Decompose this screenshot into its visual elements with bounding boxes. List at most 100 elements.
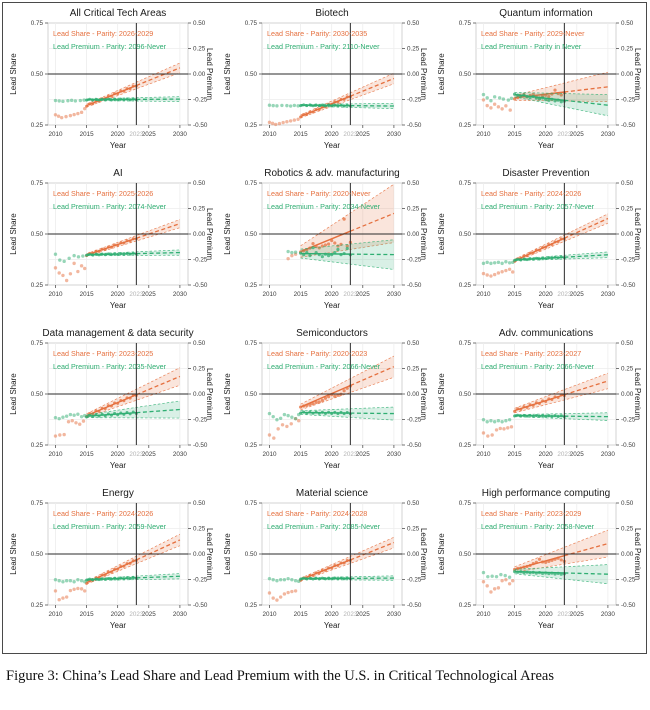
svg-text:0.75: 0.75 xyxy=(31,500,44,507)
svg-text:2030: 2030 xyxy=(173,451,188,458)
subplot-6: Data management & data security Lead Shar… xyxy=(2,325,216,485)
svg-text:0.75: 0.75 xyxy=(459,340,472,347)
svg-text:0.50: 0.50 xyxy=(459,71,472,78)
svg-text:2015: 2015 xyxy=(80,611,95,618)
subplot-9: Energy Lead Share - Parity: 2024-2026 Lead… xyxy=(2,485,216,645)
svg-text:-0.50: -0.50 xyxy=(193,122,208,129)
left-axis-label: Lead Share xyxy=(9,53,18,95)
x-axis-label: Year xyxy=(538,301,555,310)
subplot-8-chart: Adv. communications Lead Share - Parity: … xyxy=(437,328,642,470)
svg-text:0.25: 0.25 xyxy=(459,442,472,449)
lead-share-series-forecast-line xyxy=(350,212,395,232)
right-axis-label: Lead Premium xyxy=(419,528,428,580)
svg-text:0.50: 0.50 xyxy=(193,500,206,507)
lead-premium-series-forecast-line xyxy=(136,251,180,255)
svg-text:2025: 2025 xyxy=(142,291,157,298)
svg-text:0.00: 0.00 xyxy=(621,391,634,398)
x-axis-label: Year xyxy=(324,141,341,150)
svg-text:0.00: 0.00 xyxy=(193,551,206,558)
svg-text:-0.50: -0.50 xyxy=(407,442,422,449)
subplot-title: Adv. communications xyxy=(499,328,593,339)
ref-year-tick: 2023 xyxy=(129,451,144,458)
lead-share-series-band xyxy=(514,72,608,102)
svg-text:0.25: 0.25 xyxy=(193,526,206,533)
svg-text:0.25: 0.25 xyxy=(459,122,472,129)
subplot-7: Semiconductors Lead Share - Parity: 2020-… xyxy=(216,325,430,485)
svg-text:0.50: 0.50 xyxy=(193,180,206,187)
share-parity-label: Lead Share - Parity: 2023-2029 xyxy=(481,509,581,518)
svg-text:2020: 2020 xyxy=(325,291,340,298)
lead-share-series-band xyxy=(86,367,180,418)
svg-text:-0.25: -0.25 xyxy=(621,97,636,104)
subplot-title: Data management & data security xyxy=(42,328,193,339)
svg-text:0.25: 0.25 xyxy=(193,46,206,53)
lead-premium-series-forecast-line xyxy=(136,575,180,579)
svg-text:2010: 2010 xyxy=(262,451,277,458)
svg-text:0.00: 0.00 xyxy=(407,391,420,398)
share-parity-label: Lead Share - Parity: 2030-2035 xyxy=(267,29,367,38)
subplot-2-chart: Quantum information Lead Share - Parity: … xyxy=(437,8,642,150)
lead-share-series-forecast-line xyxy=(564,380,609,396)
svg-text:2025: 2025 xyxy=(356,611,371,618)
svg-text:2010: 2010 xyxy=(262,291,277,298)
left-axis-label: Lead Share xyxy=(437,213,446,255)
left-axis-label: Lead Share xyxy=(223,53,232,95)
premium-parity-label: Lead Premium - Parity: 2058-Never xyxy=(481,522,595,531)
premium-parity-label: Lead Premium - Parity: 2074-Never xyxy=(53,202,167,211)
x-axis-label: Year xyxy=(538,461,555,470)
svg-text:0.25: 0.25 xyxy=(621,366,634,373)
svg-text:0.25: 0.25 xyxy=(459,282,472,289)
svg-text:0.75: 0.75 xyxy=(245,340,258,347)
ref-year-tick: 2023 xyxy=(343,291,358,298)
lead-premium-series-forecast-line xyxy=(564,254,608,258)
premium-parity-label: Lead Premium - Parity: 2034-Never xyxy=(267,202,381,211)
svg-text:2030: 2030 xyxy=(601,131,616,138)
subplot-1-chart: Biotech Lead Share - Parity: 2030-2035 Lea… xyxy=(223,8,428,150)
lead-share-series xyxy=(267,536,395,602)
subplot-6-chart: Data management & data security Lead Shar… xyxy=(9,328,214,470)
svg-text:2015: 2015 xyxy=(80,291,95,298)
svg-text:0.25: 0.25 xyxy=(459,602,472,609)
svg-text:0.75: 0.75 xyxy=(31,20,44,27)
lead-share-series-band xyxy=(514,530,608,573)
share-parity-label: Lead Share - Parity: 2023-2027 xyxy=(481,349,581,358)
svg-text:2030: 2030 xyxy=(387,291,402,298)
svg-text:2015: 2015 xyxy=(80,451,95,458)
svg-text:2015: 2015 xyxy=(294,291,309,298)
svg-text:2015: 2015 xyxy=(508,451,523,458)
svg-text:2020: 2020 xyxy=(539,611,554,618)
svg-text:-0.25: -0.25 xyxy=(407,257,422,264)
svg-text:0.25: 0.25 xyxy=(31,442,44,449)
lead-share-series-forecast-line xyxy=(136,67,181,87)
svg-text:0.50: 0.50 xyxy=(407,500,420,507)
lead-share-series xyxy=(267,355,395,440)
svg-text:2030: 2030 xyxy=(173,291,188,298)
svg-text:2025: 2025 xyxy=(570,131,585,138)
svg-text:2020: 2020 xyxy=(539,131,554,138)
svg-text:2020: 2020 xyxy=(325,451,340,458)
svg-text:0.50: 0.50 xyxy=(459,551,472,558)
subplot-title: AI xyxy=(113,168,122,179)
svg-text:0.50: 0.50 xyxy=(407,20,420,27)
ref-year-tick: 2023 xyxy=(129,291,144,298)
svg-text:0.00: 0.00 xyxy=(193,391,206,398)
left-axis-label: Lead Share xyxy=(9,533,18,575)
premium-parity-label: Lead Premium - Parity: 2096-Never xyxy=(53,42,167,51)
svg-text:2020: 2020 xyxy=(325,131,340,138)
left-axis-label: Lead Share xyxy=(223,213,232,255)
subplot-title: High performance computing xyxy=(482,488,610,499)
svg-text:2025: 2025 xyxy=(142,611,157,618)
right-axis-label: Lead Premium xyxy=(633,48,642,100)
lead-share-series-forecast-line xyxy=(350,541,395,561)
left-axis-label: Lead Share xyxy=(223,373,232,415)
svg-text:2025: 2025 xyxy=(356,131,371,138)
lead-share-series xyxy=(53,219,181,283)
right-axis-label: Lead Premium xyxy=(419,368,428,420)
svg-text:-0.50: -0.50 xyxy=(193,282,208,289)
subplot-0-chart: All Critical Tech Areas Lead Share - Pari… xyxy=(9,8,214,150)
svg-text:2025: 2025 xyxy=(356,291,371,298)
svg-text:2030: 2030 xyxy=(387,611,402,618)
svg-text:2025: 2025 xyxy=(356,451,371,458)
svg-text:0.25: 0.25 xyxy=(621,206,634,213)
share-parity-label: Lead Share - Parity: 2020-2023 xyxy=(267,349,367,358)
